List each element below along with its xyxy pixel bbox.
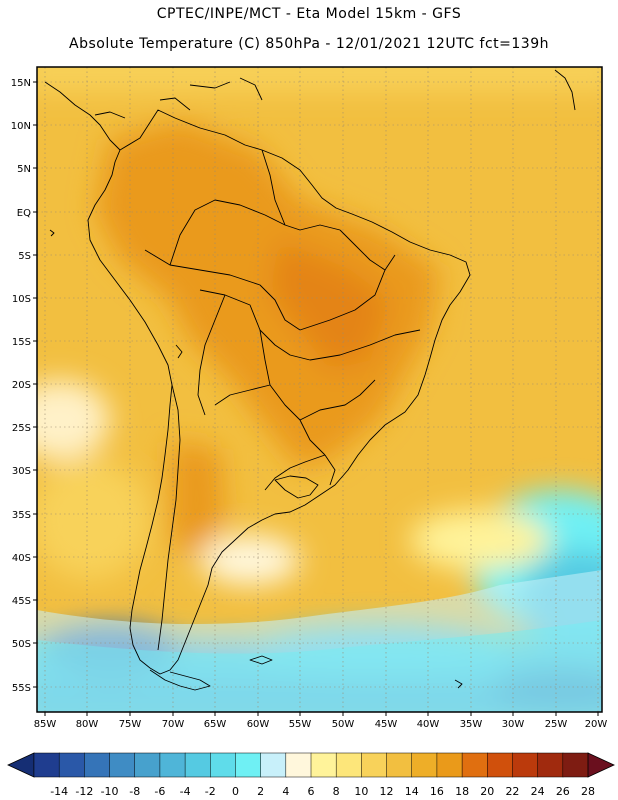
colorbar-label: 16 (430, 785, 444, 798)
lon-label: 40W (417, 719, 440, 730)
longitude-labels: 85W 80W 75W 70W 65W 60W 55W 50W 45W 40W … (34, 719, 608, 730)
colorbar-label: -2 (205, 785, 216, 798)
lon-label: 55W (289, 719, 312, 730)
lat-label: 10S (12, 294, 31, 305)
lat-label: 5S (18, 251, 31, 262)
colorbar-swatch (411, 752, 438, 778)
latitude-labels: 15N 10N 5N EQ 5S 10S 15S 20S 25S 30S 35S… (11, 78, 31, 694)
lat-label: 55S (12, 683, 31, 694)
colorbar-swatch (134, 752, 161, 778)
colorbar-swatch (361, 752, 388, 778)
colorbar-swatch (235, 752, 262, 778)
map-title-line2: Absolute Temperature (C) 850hPa - 12/01/… (69, 36, 549, 52)
lon-label: 30W (502, 719, 525, 730)
colorbar-label: 0 (232, 785, 239, 798)
colorbar-label: 2 (257, 785, 264, 798)
lat-label: 15N (11, 78, 31, 89)
map-frame (36, 66, 603, 713)
colorbar-label: 14 (405, 785, 419, 798)
colorbar-swatch (210, 752, 237, 778)
colorbar-swatch (109, 752, 136, 778)
colorbar-label: 12 (380, 785, 394, 798)
colorbar-swatch (84, 752, 111, 778)
lat-label: 20S (12, 380, 31, 391)
lon-label: 45W (375, 719, 398, 730)
colorbar-label: 22 (505, 785, 519, 798)
colorbar-label: -14 (50, 785, 68, 798)
lon-label: 35W (460, 719, 483, 730)
colorbar: -14 -12 -10 -8 -6 -4 -2 0 2 4 6 8 10 12 14 16 18 20 22 24 26… (7, 752, 615, 798)
lat-label: 25S (12, 423, 31, 434)
colorbar-swatch (285, 752, 312, 778)
lon-label: 75W (119, 719, 142, 730)
colorbar-swatch (512, 752, 539, 778)
colorbar-swatch (310, 752, 337, 778)
colorbar-swatch (537, 752, 564, 778)
lon-label: 25W (545, 719, 568, 730)
colorbar-swatch (335, 752, 362, 778)
lon-label: 50W (332, 719, 355, 730)
lon-label: 70W (162, 719, 185, 730)
colorbar-label: -12 (75, 785, 93, 798)
colorbar-swatch (386, 752, 413, 778)
lat-label: 10N (11, 121, 31, 132)
colorbar-swatch (33, 752, 60, 778)
lon-label: 85W (34, 719, 57, 730)
lon-label: 65W (204, 719, 227, 730)
colorbar-swatch (461, 752, 488, 778)
colorbar-label: 24 (531, 785, 545, 798)
lat-label: 15S (12, 337, 31, 348)
lat-label: 35S (12, 510, 31, 521)
colorbar-low-arrow (7, 752, 35, 778)
colorbar-label: -8 (129, 785, 140, 798)
lat-label: EQ (17, 208, 31, 219)
colorbar-label: 26 (556, 785, 570, 798)
colorbar-label: -10 (101, 785, 119, 798)
colorbar-swatch (436, 752, 463, 778)
colorbar-high-arrow (587, 752, 615, 778)
colorbar-swatch (184, 752, 211, 778)
colorbar-label: 20 (480, 785, 494, 798)
lat-label: 40S (12, 553, 31, 564)
lon-label: 80W (76, 719, 99, 730)
lon-label: 20W (585, 719, 608, 730)
lon-label: 60W (247, 719, 270, 730)
map-title-line1: CPTEC/INPE/MCT - Eta Model 15km - GFS (156, 6, 462, 22)
colorbar-swatch (58, 752, 85, 778)
coastlines (44, 69, 576, 691)
colorbar-swatch (159, 752, 186, 778)
colorbar-label: 8 (333, 785, 340, 798)
colorbar-label: -4 (180, 785, 191, 798)
lat-label: 5N (17, 164, 31, 175)
lat-label: 45S (12, 596, 31, 607)
colorbar-swatch (487, 752, 513, 778)
colorbar-label: 28 (581, 785, 595, 798)
lat-label: 50S (12, 639, 31, 650)
colorbar-label: 18 (455, 785, 469, 798)
colorbar-swatch (562, 752, 589, 778)
colorbar-swatch (260, 752, 287, 778)
temperature-field (37, 67, 602, 712)
colorbar-label: 10 (354, 785, 368, 798)
axis-ticks (33, 81, 599, 716)
colorbar-label: 6 (308, 785, 315, 798)
colorbar-label: 4 (282, 785, 289, 798)
lat-label: 30S (12, 466, 31, 477)
colorbar-label: -6 (154, 785, 165, 798)
